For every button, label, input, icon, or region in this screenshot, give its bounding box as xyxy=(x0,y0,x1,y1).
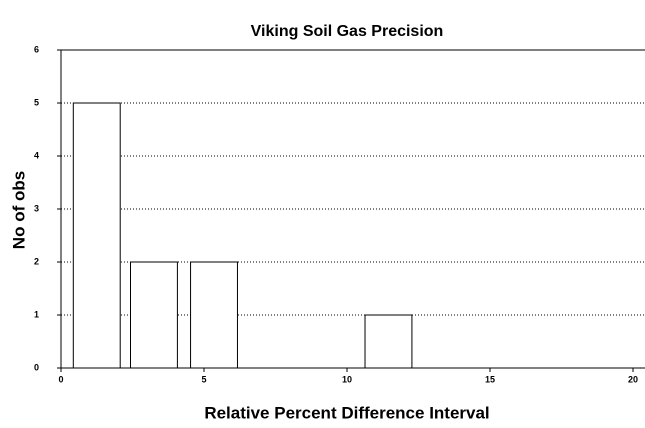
x-axis-label: Relative Percent Difference Interval xyxy=(204,403,489,422)
bar xyxy=(364,314,413,369)
x-tick-label: 5 xyxy=(201,374,206,384)
bar xyxy=(72,102,121,369)
y-tick-label: 2 xyxy=(34,256,39,266)
x-tick-label: 10 xyxy=(342,374,352,384)
y-tick-label: 1 xyxy=(34,309,39,319)
y-tick-label: 4 xyxy=(34,150,39,160)
y-tick-label: 5 xyxy=(34,97,39,107)
chart-title: Viking Soil Gas Precision xyxy=(251,23,444,40)
y-axis-label: No of obs xyxy=(9,171,28,249)
y-tick-label: 0 xyxy=(34,362,39,372)
x-tick-label: 20 xyxy=(628,374,638,384)
x-tick-label: 0 xyxy=(58,374,63,384)
bar xyxy=(129,261,178,369)
y-tick-label: 3 xyxy=(34,203,39,213)
bar xyxy=(190,261,238,369)
x-tick-label: 15 xyxy=(485,374,495,384)
y-tick-label: 6 xyxy=(34,44,39,54)
